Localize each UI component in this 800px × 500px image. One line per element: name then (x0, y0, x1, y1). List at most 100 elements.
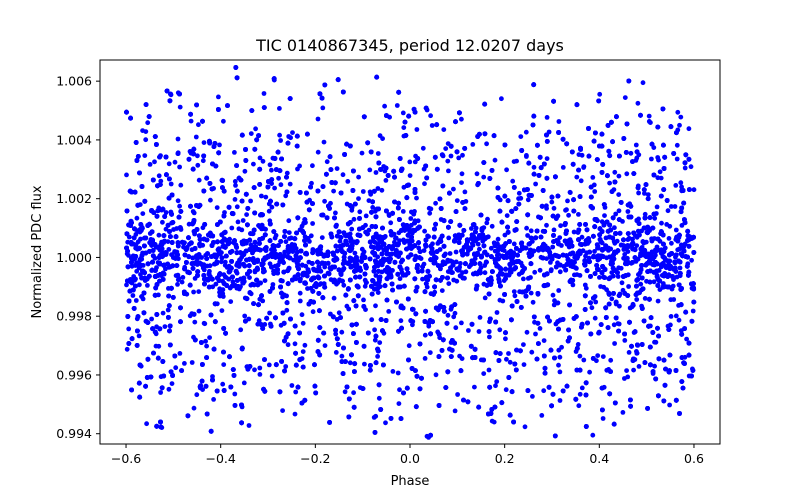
data-point (375, 354, 380, 359)
data-point (143, 137, 149, 143)
data-point (615, 321, 621, 326)
data-point (187, 313, 193, 319)
data-point (652, 363, 657, 369)
data-point (620, 410, 626, 415)
data-point (657, 169, 663, 175)
data-point (484, 283, 490, 288)
data-point (257, 372, 263, 377)
data-point (668, 297, 674, 303)
data-point (201, 140, 207, 146)
data-point (674, 274, 680, 280)
data-point (134, 215, 140, 221)
data-point (592, 189, 598, 194)
data-point (140, 211, 146, 217)
data-point (579, 385, 585, 391)
data-point (310, 163, 315, 169)
data-point (172, 159, 178, 165)
data-point (257, 155, 263, 161)
data-point (454, 198, 460, 204)
data-point (125, 239, 131, 245)
data-point (191, 289, 197, 295)
data-point (452, 408, 458, 414)
data-point (611, 322, 617, 328)
data-point (495, 236, 501, 242)
data-point (541, 338, 547, 343)
data-point (533, 181, 538, 187)
data-point (634, 243, 640, 249)
data-point (459, 171, 465, 177)
data-point (300, 320, 306, 326)
data-point (433, 200, 438, 206)
data-point (145, 120, 151, 126)
data-point (477, 246, 482, 252)
data-point (156, 173, 162, 179)
data-point (557, 354, 563, 360)
data-point (286, 134, 292, 139)
data-point (160, 310, 166, 316)
data-point (575, 342, 581, 347)
data-point (415, 269, 421, 274)
data-point (525, 233, 530, 238)
data-point (401, 125, 407, 130)
data-point (219, 308, 225, 313)
data-point (537, 267, 543, 273)
data-point (636, 190, 641, 196)
data-point (670, 283, 676, 289)
data-point (390, 369, 396, 374)
data-point (178, 182, 184, 188)
data-point (297, 298, 303, 304)
data-point (590, 175, 596, 180)
data-point (262, 322, 268, 327)
data-point (300, 349, 306, 354)
data-point (137, 282, 142, 288)
data-point (651, 279, 657, 285)
data-point (544, 222, 549, 228)
data-point (124, 346, 130, 352)
data-point (576, 403, 582, 409)
data-point (459, 180, 464, 186)
data-point (406, 343, 412, 349)
data-point (427, 350, 433, 355)
data-point (652, 215, 658, 221)
data-point (433, 372, 439, 378)
data-point (352, 250, 358, 256)
data-point (400, 209, 406, 214)
data-point (346, 306, 352, 312)
data-point (507, 359, 513, 365)
data-point (210, 374, 215, 379)
data-point (559, 344, 564, 350)
data-point (557, 235, 563, 241)
data-point (602, 213, 607, 219)
data-point (638, 281, 644, 287)
data-point (162, 324, 168, 329)
data-point (309, 180, 314, 186)
data-point (158, 178, 164, 184)
data-point (256, 318, 262, 324)
data-point (175, 198, 181, 204)
data-point (667, 402, 672, 408)
data-point (642, 296, 648, 301)
data-point (322, 198, 327, 204)
data-point (177, 351, 183, 356)
data-point (247, 275, 252, 280)
data-point (342, 389, 348, 395)
data-point (579, 234, 585, 240)
data-point (315, 149, 321, 155)
data-point (636, 364, 642, 369)
data-point (486, 367, 492, 373)
data-point (470, 142, 476, 147)
data-point (370, 205, 376, 210)
data-point (528, 290, 534, 296)
data-point (482, 270, 488, 276)
data-point (230, 279, 236, 285)
data-point (578, 178, 584, 184)
data-point (175, 282, 180, 287)
data-point (177, 164, 183, 170)
data-point (659, 220, 664, 226)
data-point (674, 156, 680, 162)
data-point (426, 205, 432, 211)
data-point (673, 183, 679, 188)
data-point (319, 235, 325, 241)
data-point (484, 220, 490, 226)
data-point (126, 253, 131, 258)
